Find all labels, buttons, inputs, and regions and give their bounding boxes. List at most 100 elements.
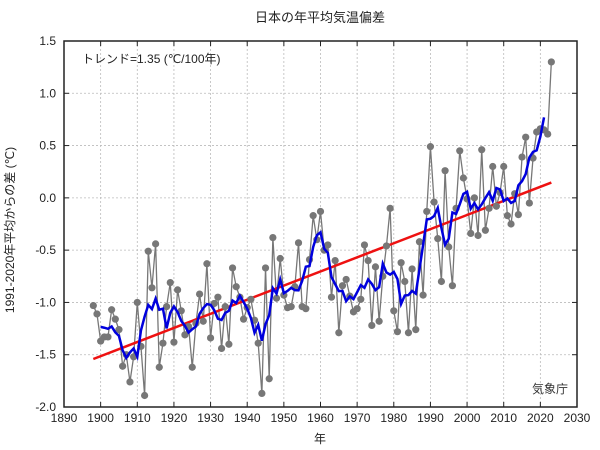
chart-title: 日本の年平均気温偏差 xyxy=(255,10,385,25)
x-tick-label: 2010 xyxy=(490,411,517,425)
data-point xyxy=(152,240,160,248)
x-tick-label: 2030 xyxy=(564,411,591,425)
data-point xyxy=(133,298,141,307)
data-point xyxy=(467,229,475,238)
data-point xyxy=(93,310,101,318)
data-point xyxy=(390,307,398,315)
data-point xyxy=(188,363,196,371)
data-point xyxy=(445,243,453,251)
data-point xyxy=(170,338,178,346)
data-point xyxy=(459,174,468,182)
data-point xyxy=(408,265,416,273)
data-point xyxy=(261,264,270,272)
data-point xyxy=(481,226,489,234)
x-axis-label: 年 xyxy=(314,432,326,446)
data-point xyxy=(397,259,405,267)
data-point xyxy=(159,339,167,347)
data-point xyxy=(368,321,376,330)
data-point xyxy=(228,264,237,272)
data-point xyxy=(276,254,284,263)
data-point xyxy=(214,293,222,301)
data-point xyxy=(474,231,482,240)
data-point xyxy=(115,326,123,334)
data-point xyxy=(166,278,174,287)
data-point xyxy=(522,133,530,141)
data-point xyxy=(448,282,457,290)
data-point xyxy=(254,339,262,347)
data-point xyxy=(247,295,255,303)
data-point xyxy=(148,284,156,292)
data-point xyxy=(364,257,372,265)
data-point xyxy=(327,293,336,301)
y-tick-label: 0.0 xyxy=(39,191,56,205)
y-tick-label: 0.5 xyxy=(39,139,56,153)
data-point xyxy=(206,334,215,342)
data-point xyxy=(324,241,332,249)
data-point xyxy=(177,307,185,315)
data-point xyxy=(108,306,116,314)
data-point xyxy=(434,235,442,243)
data-point xyxy=(104,333,112,341)
data-point xyxy=(430,198,438,206)
data-point xyxy=(144,247,152,255)
data-point xyxy=(371,263,380,271)
source-label: 気象庁 xyxy=(532,381,568,396)
x-tick-label: 2000 xyxy=(454,411,481,425)
x-tick-label: 1960 xyxy=(307,411,334,425)
data-point xyxy=(126,378,134,386)
data-point xyxy=(544,130,552,138)
data-point xyxy=(500,162,508,171)
data-point xyxy=(338,282,347,290)
data-point xyxy=(239,315,248,323)
data-point xyxy=(485,204,493,212)
x-tick-label: 1920 xyxy=(161,411,188,425)
data-point xyxy=(141,391,149,400)
data-point xyxy=(331,257,339,265)
data-point xyxy=(287,303,295,311)
x-tick-label: 1950 xyxy=(271,411,298,425)
data-point xyxy=(302,305,310,313)
data-point xyxy=(489,162,497,171)
data-point xyxy=(181,331,189,339)
y-tick-label: -2.0 xyxy=(35,400,56,414)
data-point xyxy=(456,147,464,155)
x-tick-label: 1990 xyxy=(417,411,444,425)
data-point xyxy=(412,326,420,334)
data-point xyxy=(119,362,127,370)
data-point xyxy=(217,344,226,353)
data-point xyxy=(507,220,515,228)
data-point xyxy=(423,207,431,216)
data-point xyxy=(294,239,303,247)
x-tick-label: 1970 xyxy=(344,411,371,425)
data-point xyxy=(525,199,533,207)
data-point xyxy=(514,210,522,219)
data-point xyxy=(503,212,511,220)
data-point xyxy=(478,146,486,154)
data-point xyxy=(199,317,207,325)
y-tick-label: 1.0 xyxy=(39,86,56,100)
data-point xyxy=(382,242,391,250)
y-tick-label: 1.5 xyxy=(39,34,56,48)
data-point xyxy=(89,301,97,310)
data-point xyxy=(386,204,394,212)
data-point xyxy=(258,389,266,398)
data-point xyxy=(437,277,446,286)
x-tick-label: 1980 xyxy=(380,411,407,425)
data-point xyxy=(155,363,163,371)
data-point xyxy=(353,305,361,313)
x-tick-label: 1890 xyxy=(51,411,78,425)
data-point xyxy=(415,238,424,246)
y-tick-label: -0.5 xyxy=(35,243,56,257)
data-point xyxy=(269,233,277,242)
data-point xyxy=(375,317,383,325)
data-point xyxy=(419,291,427,299)
data-point xyxy=(360,241,369,249)
data-point xyxy=(316,207,325,216)
data-point xyxy=(111,315,119,323)
x-tick-label: 1900 xyxy=(87,411,114,425)
y-tick-label: -1.0 xyxy=(35,295,56,309)
data-point xyxy=(335,329,343,337)
axis-ticks: 1890 1900 1910 1920 1930 1940 1950 1960 1970 1980… xyxy=(35,34,590,425)
data-point xyxy=(265,375,273,383)
